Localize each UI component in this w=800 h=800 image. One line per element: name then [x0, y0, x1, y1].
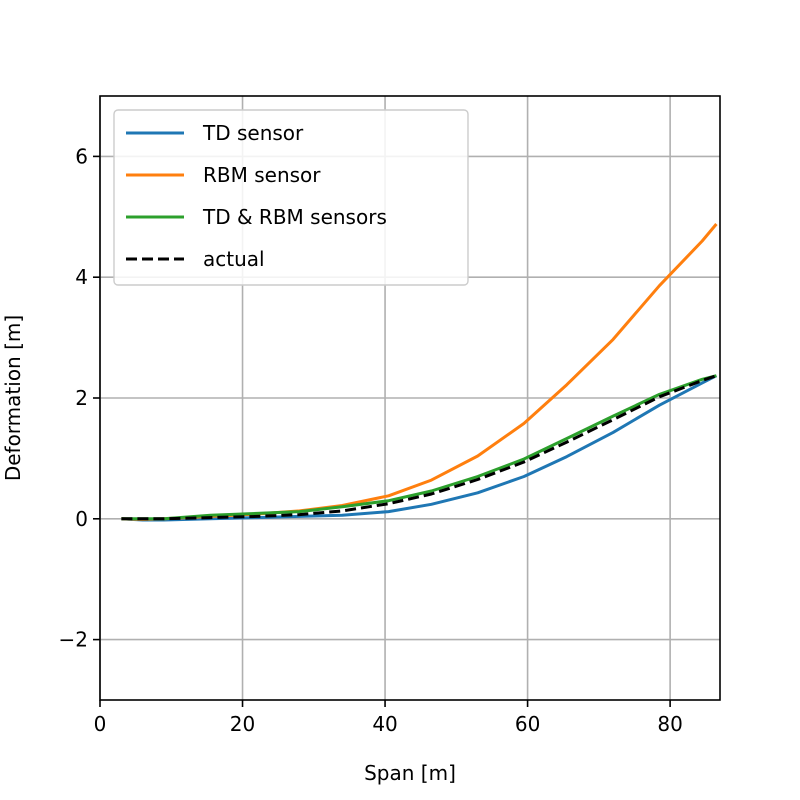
x-axis-label: Span [m] — [364, 761, 456, 785]
series-lines — [121, 223, 718, 522]
legend-label: RBM sensor — [203, 163, 321, 187]
y-tick-label: 4 — [75, 265, 88, 289]
x-tick-label: 80 — [657, 712, 682, 736]
legend-box — [113, 109, 469, 286]
legend: TD sensor RBM sensor TD & RBM sensors actua… — [113, 109, 469, 286]
x-tick-label: 20 — [230, 712, 255, 736]
y-tick-label: 2 — [75, 386, 88, 410]
axis-ticks: 0 20 40 60 80 −2 0 2 4 6 — [59, 144, 683, 736]
legend-label: actual — [203, 247, 265, 271]
series-line-3 — [121, 374, 717, 521]
y-axis-label: Deformation [m] — [1, 315, 25, 481]
y-tick-label: 6 — [75, 144, 88, 168]
y-tick-label: −2 — [59, 628, 88, 652]
legend-label: TD & RBM sensors — [202, 205, 387, 229]
x-tick-label: 40 — [372, 712, 397, 736]
legend-label: TD sensor — [202, 121, 304, 145]
x-tick-label: 60 — [515, 712, 540, 736]
x-tick-label: 0 — [94, 712, 107, 736]
y-tick-label: 0 — [75, 507, 88, 531]
